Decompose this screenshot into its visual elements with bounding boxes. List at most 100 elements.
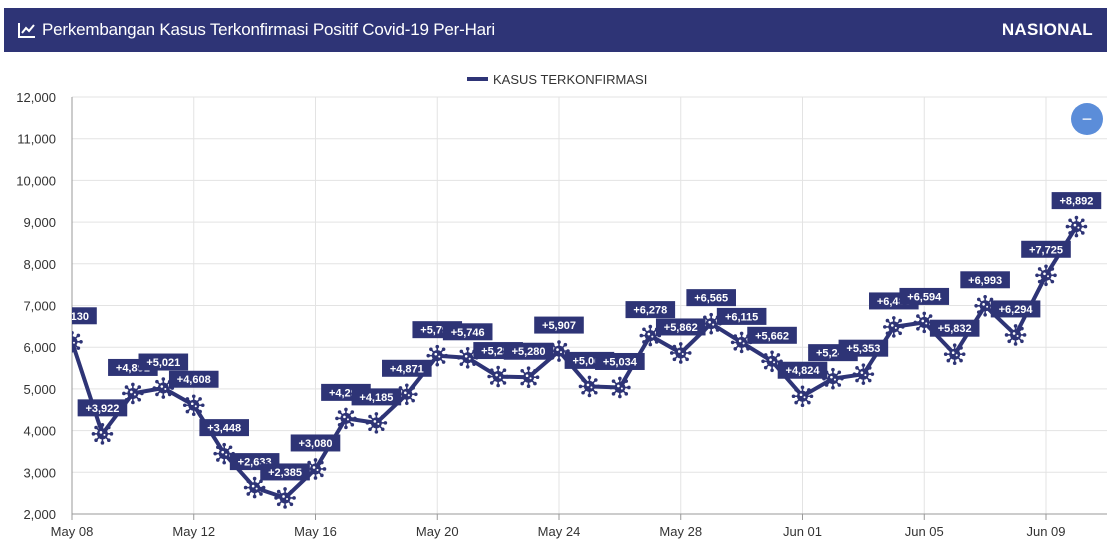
data-label: +5,862 xyxy=(655,318,706,336)
data-labels-clip: +6,327+6,130+3,922+4,891+5,021+4,608+3,4… xyxy=(72,192,1102,481)
data-point[interactable] xyxy=(335,407,357,430)
data-label-box xyxy=(1051,192,1102,210)
virus-spike-tip xyxy=(335,416,339,421)
data-label: +5,034 xyxy=(595,352,645,370)
virus-spot xyxy=(468,357,471,360)
legend[interactable]: KASUS TERKONFIRMASI xyxy=(467,72,647,87)
virus-spot xyxy=(617,384,620,388)
data-point[interactable] xyxy=(487,365,509,388)
data-point[interactable] xyxy=(517,366,540,389)
data-point[interactable] xyxy=(243,476,266,499)
data-point[interactable] xyxy=(61,330,83,353)
region-label: NASIONAL xyxy=(1001,20,1093,39)
virus-spike-tip xyxy=(654,340,659,344)
virus-spike-tip xyxy=(526,384,531,389)
virus-spike-tip xyxy=(587,375,592,380)
data-point[interactable] xyxy=(852,363,875,385)
zoom-out-button[interactable]: − xyxy=(1071,103,1103,135)
data-point[interactable] xyxy=(182,394,205,417)
data-label-text: +3,080 xyxy=(299,438,333,450)
virus-spike-tip xyxy=(1007,326,1011,331)
virus-spike-tip xyxy=(578,384,583,389)
virus-spike-tip xyxy=(131,400,135,405)
data-label-box xyxy=(716,307,767,325)
virus-spike-tip xyxy=(261,485,266,490)
virus-spot xyxy=(312,466,316,469)
virus-spike-tip xyxy=(609,385,613,390)
virus-spike-tip xyxy=(441,360,446,364)
virus-body xyxy=(979,300,991,312)
virus-spike-tip xyxy=(618,394,622,399)
zoom-out-circle xyxy=(1071,103,1103,135)
virus-spike-tip xyxy=(496,383,500,388)
virus-body xyxy=(157,382,169,394)
data-label-box xyxy=(899,287,950,305)
data-point[interactable] xyxy=(669,342,692,364)
data-point[interactable] xyxy=(1004,324,1027,346)
virus-body xyxy=(675,347,687,359)
y-tick-label: 3,000 xyxy=(23,465,56,480)
virus-spike-tip xyxy=(1074,215,1079,220)
virus-spot xyxy=(130,390,133,394)
virus-spike-tip xyxy=(107,425,111,430)
virus-spike-tip xyxy=(216,458,220,462)
virus-body xyxy=(249,482,261,494)
virus-spike-tip xyxy=(672,344,677,349)
virus-spike-tip xyxy=(831,385,835,390)
virus-spot xyxy=(833,378,836,381)
virus-spike-tip xyxy=(715,328,720,332)
virus-body xyxy=(949,348,961,360)
virus-spike-tip xyxy=(837,383,842,387)
virus-spike-tip xyxy=(739,349,744,354)
virus-spike-tip xyxy=(94,438,98,443)
virus-body xyxy=(462,352,474,364)
virus-spike-tip xyxy=(320,473,324,478)
x-tick-label: May 20 xyxy=(416,524,459,539)
virus-spike-tip xyxy=(943,352,948,357)
data-point[interactable] xyxy=(426,344,449,367)
virus-spike-tip xyxy=(852,372,857,376)
data-label-box xyxy=(838,339,889,357)
virus-spot xyxy=(373,420,377,423)
y-tick-label: 4,000 xyxy=(23,424,56,439)
virus-spike-tip xyxy=(922,329,927,334)
virus-spot xyxy=(864,374,867,377)
virus-spike-tip xyxy=(892,316,896,320)
virus-spike-tip xyxy=(739,331,744,336)
virus-spike-tip xyxy=(763,365,768,370)
virus-spike-tip xyxy=(946,346,951,350)
data-point[interactable] xyxy=(1065,215,1088,238)
data-point[interactable] xyxy=(152,377,175,399)
data-label-text: +2,385 xyxy=(268,467,302,479)
data-point[interactable] xyxy=(791,385,814,408)
virus-spot xyxy=(99,431,103,434)
data-point[interactable] xyxy=(639,324,662,347)
virus-spike-tip xyxy=(974,303,978,308)
data-point[interactable] xyxy=(883,316,905,338)
virus-spike-tip xyxy=(672,357,677,362)
data-point[interactable] xyxy=(578,375,601,398)
chart-area: 2,000 3,000 4,000 5,000 6,000 7,000 8,000 9,000… xyxy=(0,60,1113,549)
virus-spike-tip xyxy=(1053,273,1057,278)
data-point[interactable] xyxy=(943,343,966,366)
virus-body xyxy=(279,492,291,504)
data-point[interactable] xyxy=(1035,264,1057,287)
virus-spot xyxy=(255,487,258,490)
virus-body xyxy=(705,318,717,330)
virus-spot xyxy=(921,319,925,323)
data-point[interactable] xyxy=(274,487,296,509)
data-point[interactable] xyxy=(213,442,235,465)
virus-spot xyxy=(1073,223,1077,227)
virus-spot xyxy=(677,350,681,353)
virus-spike-tip xyxy=(946,358,951,363)
virus-spike-tip xyxy=(435,344,440,349)
data-point[interactable] xyxy=(609,376,631,399)
data-point[interactable] xyxy=(365,412,388,434)
data-point[interactable] xyxy=(91,423,114,445)
virus-spike-tip xyxy=(976,297,981,302)
virus-spike xyxy=(35,327,38,330)
virus-spike-tip xyxy=(763,353,768,357)
virus-spike-tip xyxy=(152,386,157,390)
virus-body xyxy=(127,387,139,399)
virus-spot xyxy=(438,355,441,358)
